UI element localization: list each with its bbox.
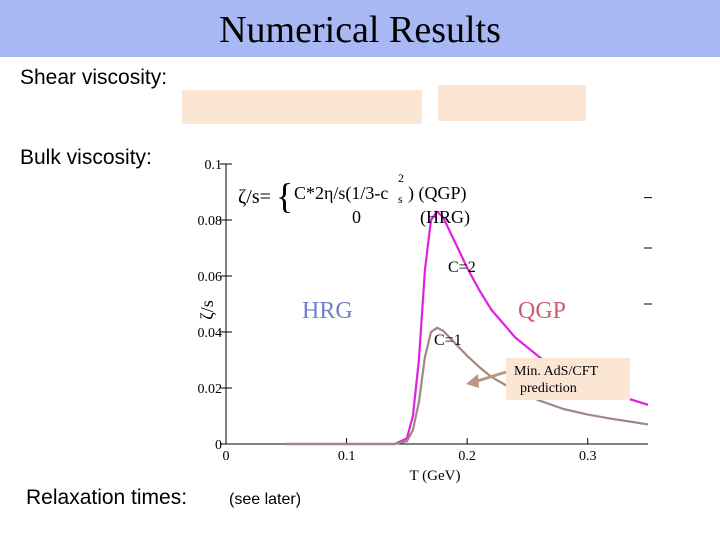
series-line-c2	[286, 210, 649, 446]
hrg-annotation: HRG	[302, 298, 353, 324]
c2-label: C=2	[448, 259, 476, 276]
ads-cft-line1: Min. AdS/CFT	[514, 364, 598, 379]
formula-hrg-tail: (HRG)	[420, 207, 470, 228]
c1-label: C=1	[434, 332, 462, 349]
formula-hrg-expr: 0	[352, 207, 361, 227]
formula-brace: {	[276, 176, 293, 216]
title-bar	[0, 0, 720, 57]
y-tick-label: 0	[215, 438, 222, 453]
y-tick-label: 0.06	[198, 270, 223, 285]
slide-title: Numerical Results	[219, 9, 501, 51]
formula-qgp-tail: ) (QGP)	[408, 183, 467, 204]
y-tick-label: 0.02	[198, 382, 223, 397]
ads-cft-box	[506, 358, 630, 400]
x-tick-label: 0	[223, 449, 230, 464]
shear-formula-placeholder-left	[182, 90, 422, 124]
formula-qgp-sub: s	[398, 192, 403, 206]
ads-cft-callout: Min. AdS/CFT prediction	[466, 358, 630, 400]
series-layer	[286, 210, 649, 446]
bulk-viscosity-label: Bulk viscosity:	[20, 146, 152, 169]
shear-formula-placeholder-right	[438, 85, 586, 121]
axis-ticks: 0 0.02 0.04 0.06 0.08 0.1 0 0.1 0.2 0.3	[198, 158, 652, 464]
relaxation-times-label: Relaxation times:	[26, 486, 188, 509]
qgp-annotation: QGP	[518, 298, 566, 324]
bulk-viscosity-chart: 0 0.02 0.04 0.06 0.08 0.1 0 0.1 0.2 0.3 ζ/s= { C*…	[197, 158, 652, 484]
y-axis-label: ζ/s	[197, 300, 217, 319]
ads-cft-arrow-head	[466, 374, 479, 388]
x-tick-label: 0.3	[579, 449, 597, 464]
shear-viscosity-label: Shear viscosity:	[20, 66, 168, 89]
series-line-c1	[286, 326, 649, 446]
relaxation-note: (see later)	[229, 491, 302, 508]
ads-cft-arrow-shaft	[473, 370, 507, 384]
formula-qgp-expr: C*2η/s(1/3-c	[294, 183, 388, 204]
formula-inset: ζ/s= { C*2η/s(1/3-c s 2 ) (QGP) 0 (HRG)	[238, 171, 470, 228]
ads-cft-line2: prediction	[520, 381, 577, 396]
x-tick-label: 0.1	[338, 449, 356, 464]
y-tick-label: 0.1	[205, 158, 223, 173]
y-tick-label: 0.08	[198, 214, 223, 229]
y-tick-label: 0.04	[198, 326, 223, 341]
x-tick-label: 0.2	[458, 449, 476, 464]
x-axis-label: T (GeV)	[410, 468, 461, 484]
formula-qgp-sup: 2	[398, 171, 404, 185]
formula-lhs: ζ/s=	[238, 186, 271, 208]
